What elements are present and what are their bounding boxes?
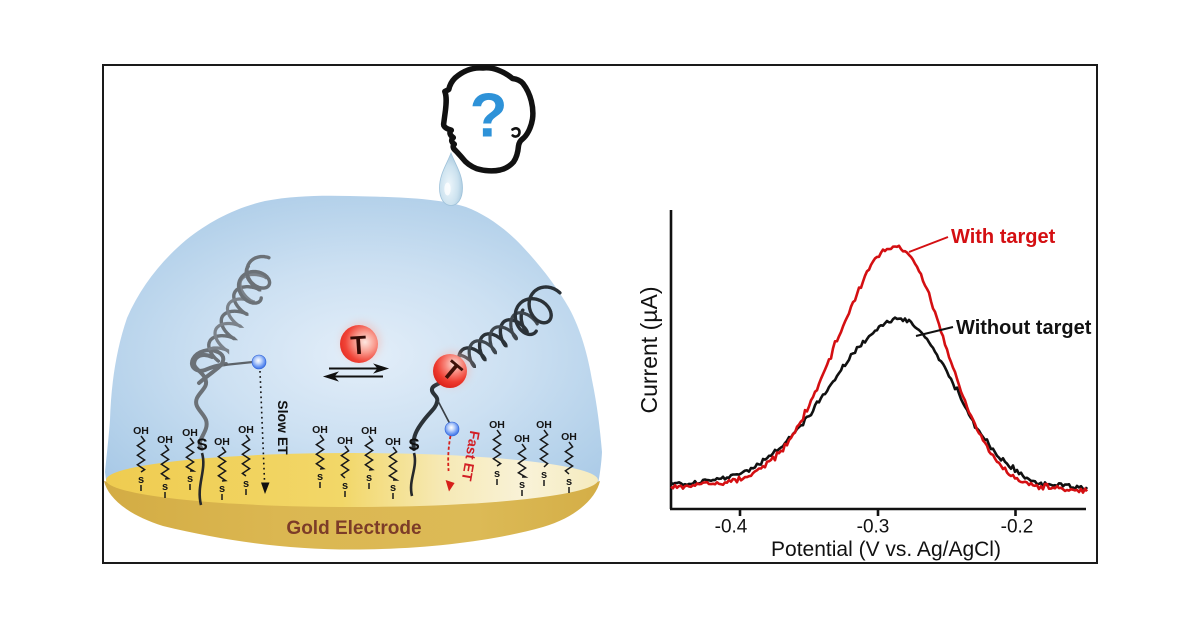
- svg-text:S: S: [408, 435, 419, 454]
- svg-text:s: s: [138, 474, 144, 486]
- svg-text:s: s: [243, 478, 249, 490]
- svg-text:Slow ET: Slow ET: [275, 400, 291, 455]
- svg-text:-0.4: -0.4: [715, 517, 748, 538]
- svg-text:OH: OH: [489, 419, 505, 431]
- svg-text:OH: OH: [536, 419, 552, 431]
- svg-text:Without target: Without target: [956, 317, 1092, 339]
- svg-text:Gold Electrode: Gold Electrode: [286, 518, 421, 539]
- svg-text:Current (µA): Current (µA): [636, 287, 662, 414]
- svg-text:OH: OH: [337, 435, 353, 447]
- svg-text:OH: OH: [514, 433, 530, 445]
- svg-text:T: T: [350, 329, 368, 360]
- svg-text:OH: OH: [157, 434, 173, 446]
- svg-text:s: s: [317, 471, 323, 483]
- svg-text:OH: OH: [214, 436, 230, 448]
- svg-text:-0.3: -0.3: [857, 517, 890, 538]
- svg-text:s: s: [342, 480, 348, 492]
- svg-text:OH: OH: [561, 431, 577, 443]
- svg-text:S: S: [196, 435, 207, 454]
- svg-text:s: s: [390, 482, 396, 494]
- svg-text:OH: OH: [133, 425, 149, 437]
- svg-text:OH: OH: [385, 436, 401, 448]
- svg-text:?: ?: [470, 82, 508, 151]
- svg-text:OH: OH: [182, 427, 198, 439]
- svg-text:Potential (V vs. Ag/AgCl): Potential (V vs. Ag/AgCl): [771, 538, 1001, 561]
- svg-text:OH: OH: [238, 424, 254, 436]
- svg-text:s: s: [566, 476, 572, 488]
- svg-text:s: s: [541, 469, 547, 481]
- svg-text:OH: OH: [361, 425, 377, 437]
- svg-text:s: s: [366, 472, 372, 484]
- svg-text:s: s: [162, 481, 168, 493]
- svg-text:s: s: [219, 483, 225, 495]
- svg-text:With target: With target: [951, 226, 1056, 248]
- svg-text:s: s: [519, 479, 525, 491]
- svg-text:s: s: [187, 473, 193, 485]
- svg-text:-0.2: -0.2: [1001, 517, 1034, 538]
- svg-text:s: s: [494, 468, 500, 480]
- svg-text:OH: OH: [312, 424, 328, 436]
